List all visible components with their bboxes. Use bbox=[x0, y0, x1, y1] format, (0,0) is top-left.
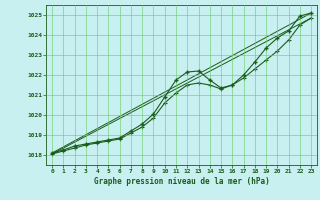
X-axis label: Graphe pression niveau de la mer (hPa): Graphe pression niveau de la mer (hPa) bbox=[94, 177, 269, 186]
